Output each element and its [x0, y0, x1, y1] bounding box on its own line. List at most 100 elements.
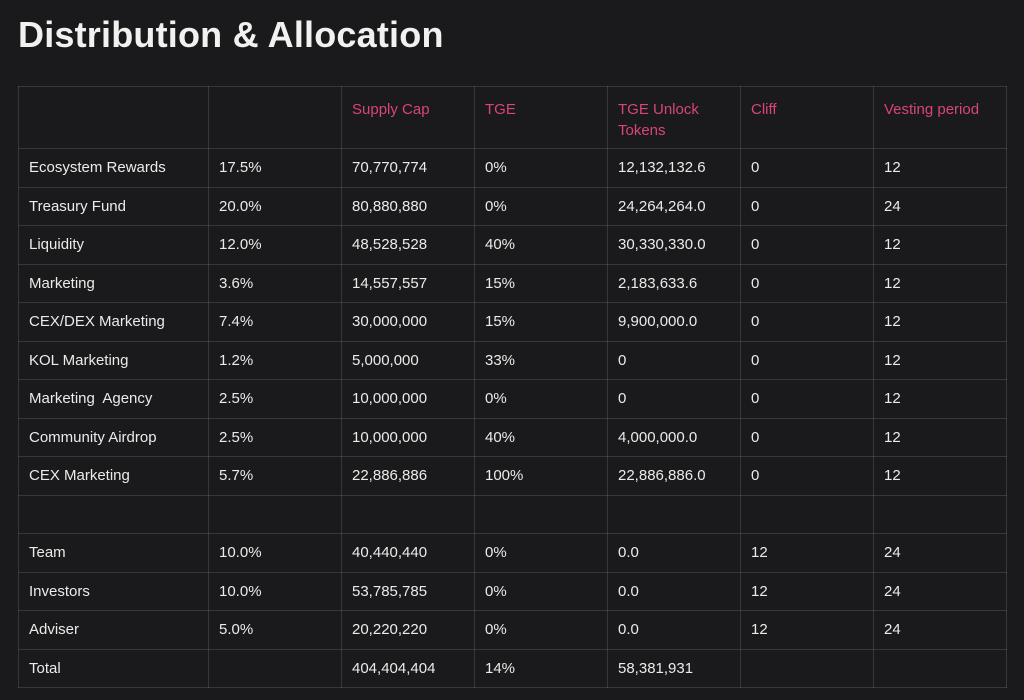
value-cell: 10,000,000: [341, 379, 475, 419]
value-cell: 0%: [474, 186, 608, 226]
row-label-cell: CEX Marketing: [18, 456, 209, 496]
row-label-cell: Adviser: [18, 610, 209, 650]
value-cell: 17.5%: [208, 148, 342, 188]
header-cell-tge: TGE: [474, 86, 608, 149]
value-cell: 0.0: [607, 571, 741, 611]
table-row: Treasury Fund 20.0% 80,880,880 0% 24,264,264…: [18, 186, 1007, 226]
value-cell: 12: [873, 340, 1007, 380]
value-cell: 2.5%: [208, 417, 342, 457]
row-label-cell: Total: [18, 648, 209, 688]
value-cell: 12: [873, 302, 1007, 342]
table-row: KOL Marketing 1.2% 5,000,000 33% 0 0 12: [18, 340, 1007, 380]
header-row: Supply Cap TGE TGE Unlock Tokens Cliff V…: [18, 86, 1007, 149]
value-cell: 12: [740, 533, 874, 573]
value-cell: 0%: [474, 533, 608, 573]
value-cell: 0: [740, 340, 874, 380]
value-cell: 0: [740, 379, 874, 419]
value-cell: 30,330,330.0: [607, 225, 741, 265]
value-cell: 58,381,931: [607, 648, 741, 688]
value-cell: 404,404,404: [341, 648, 475, 688]
value-cell: 10.0%: [208, 571, 342, 611]
value-cell: 9,900,000.0: [607, 302, 741, 342]
allocation-table: Supply Cap TGE TGE Unlock Tokens Cliff V…: [18, 86, 1007, 688]
value-cell: 0%: [474, 571, 608, 611]
value-cell: [208, 648, 342, 688]
value-cell: 7.4%: [208, 302, 342, 342]
value-cell: [341, 494, 475, 534]
value-cell: 12: [740, 571, 874, 611]
header-cell-vesting-period: Vesting period: [873, 86, 1007, 149]
table-row: Investors 10.0% 53,785,785 0% 0.0 12 24: [18, 571, 1007, 611]
value-cell: 12,132,132.6: [607, 148, 741, 188]
value-cell: 53,785,785: [341, 571, 475, 611]
value-cell: 12: [873, 417, 1007, 457]
table-row: [18, 494, 1007, 534]
value-cell: 0.0: [607, 533, 741, 573]
value-cell: 24: [873, 571, 1007, 611]
value-cell: 14,557,557: [341, 263, 475, 303]
value-cell: 24: [873, 533, 1007, 573]
value-cell: 12: [873, 456, 1007, 496]
row-label-cell: KOL Marketing: [18, 340, 209, 380]
value-cell: 22,886,886: [341, 456, 475, 496]
table-row: Adviser 5.0% 20,220,220 0% 0.0 12 24: [18, 610, 1007, 650]
table-row: CEX Marketing 5.7% 22,886,886 100% 22,886,88…: [18, 456, 1007, 496]
value-cell: 12: [873, 379, 1007, 419]
value-cell: 22,886,886.0: [607, 456, 741, 496]
value-cell: 33%: [474, 340, 608, 380]
value-cell: 12.0%: [208, 225, 342, 265]
table-row: Total 404,404,404 14% 58,381,931: [18, 648, 1007, 688]
value-cell: 12: [873, 225, 1007, 265]
value-cell: 1.2%: [208, 340, 342, 380]
header-cell-tge-unlock-tokens: TGE Unlock Tokens: [607, 86, 741, 149]
row-label-cell: Marketing: [18, 263, 209, 303]
value-cell: 30,000,000: [341, 302, 475, 342]
row-label-cell: Team: [18, 533, 209, 573]
value-cell: 12: [740, 610, 874, 650]
value-cell: 70,770,774: [341, 148, 475, 188]
value-cell: 4,000,000.0: [607, 417, 741, 457]
value-cell: 80,880,880: [341, 186, 475, 226]
value-cell: 10,000,000: [341, 417, 475, 457]
value-cell: 12: [873, 148, 1007, 188]
value-cell: 0: [740, 186, 874, 226]
table-row: Ecosystem Rewards 17.5% 70,770,774 0% 12,132…: [18, 148, 1007, 188]
header-cell-blank-2: [208, 86, 342, 149]
value-cell: [873, 648, 1007, 688]
value-cell: 100%: [474, 456, 608, 496]
value-cell: 20,220,220: [341, 610, 475, 650]
value-cell: 2.5%: [208, 379, 342, 419]
value-cell: [740, 494, 874, 534]
value-cell: 0: [740, 263, 874, 303]
value-cell: 3.6%: [208, 263, 342, 303]
value-cell: 40%: [474, 225, 608, 265]
header-cell-cliff: Cliff: [740, 86, 874, 149]
value-cell: 0: [740, 302, 874, 342]
row-label-cell: Community Airdrop: [18, 417, 209, 457]
table-row: Team 10.0% 40,440,440 0% 0.0 12 24: [18, 533, 1007, 573]
value-cell: [873, 494, 1007, 534]
table-row: Community Airdrop 2.5% 10,000,000 40% 4,000,…: [18, 417, 1007, 457]
value-cell: [474, 494, 608, 534]
value-cell: 0: [740, 225, 874, 265]
value-cell: 40%: [474, 417, 608, 457]
row-label-cell: Treasury Fund: [18, 186, 209, 226]
table-row: CEX/DEX Marketing 7.4% 30,000,000 15% 9,900,…: [18, 302, 1007, 342]
value-cell: 0: [607, 340, 741, 380]
row-label-cell: CEX/DEX Marketing: [18, 302, 209, 342]
value-cell: 40,440,440: [341, 533, 475, 573]
value-cell: 0%: [474, 379, 608, 419]
value-cell: 0%: [474, 148, 608, 188]
value-cell: 5.0%: [208, 610, 342, 650]
value-cell: 0: [740, 456, 874, 496]
value-cell: 24,264,264.0: [607, 186, 741, 226]
value-cell: 15%: [474, 263, 608, 303]
value-cell: 5,000,000: [341, 340, 475, 380]
value-cell: 0.0: [607, 610, 741, 650]
value-cell: 20.0%: [208, 186, 342, 226]
value-cell: 14%: [474, 648, 608, 688]
value-cell: 0: [607, 379, 741, 419]
value-cell: 5.7%: [208, 456, 342, 496]
value-cell: [208, 494, 342, 534]
value-cell: 12: [873, 263, 1007, 303]
